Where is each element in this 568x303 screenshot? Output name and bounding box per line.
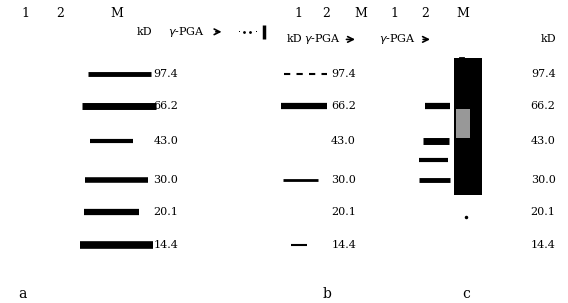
FancyBboxPatch shape [454, 58, 482, 195]
Text: kD: kD [287, 34, 303, 45]
Text: 2: 2 [323, 7, 331, 20]
Text: b: b [322, 287, 331, 301]
Text: $\gamma$-PGA: $\gamma$-PGA [168, 25, 204, 39]
Text: 20.1: 20.1 [531, 207, 556, 217]
Text: kD: kD [541, 34, 557, 45]
Text: $\gamma$-PGA: $\gamma$-PGA [379, 32, 416, 46]
Text: 30.0: 30.0 [531, 175, 556, 185]
Text: 30.0: 30.0 [331, 175, 356, 185]
Text: 66.2: 66.2 [153, 101, 178, 111]
Text: 20.1: 20.1 [153, 207, 178, 217]
Text: 14.4: 14.4 [153, 240, 178, 251]
Text: c: c [462, 287, 470, 301]
Text: 97.4: 97.4 [331, 69, 356, 79]
Text: a: a [19, 287, 27, 301]
Text: M: M [354, 7, 367, 20]
Text: 43.0: 43.0 [153, 136, 178, 146]
Text: 14.4: 14.4 [531, 240, 556, 251]
Text: 30.0: 30.0 [153, 175, 178, 185]
Text: 43.0: 43.0 [331, 136, 356, 146]
Text: 1: 1 [391, 7, 399, 20]
Text: 97.4: 97.4 [153, 69, 178, 79]
Text: M: M [110, 7, 123, 20]
Text: 1: 1 [22, 7, 30, 20]
Text: 43.0: 43.0 [531, 136, 556, 146]
Text: $\gamma$-PGA: $\gamma$-PGA [304, 32, 341, 46]
Text: 97.4: 97.4 [531, 69, 556, 79]
Text: 14.4: 14.4 [331, 240, 356, 251]
Text: 20.1: 20.1 [331, 207, 356, 217]
FancyBboxPatch shape [456, 109, 470, 138]
Text: 1: 1 [294, 7, 302, 20]
Text: 66.2: 66.2 [531, 101, 556, 111]
Text: 2: 2 [421, 7, 429, 20]
Text: M: M [457, 7, 469, 20]
Text: kD: kD [137, 27, 153, 37]
Text: 66.2: 66.2 [331, 101, 356, 111]
Text: 2: 2 [56, 7, 64, 20]
